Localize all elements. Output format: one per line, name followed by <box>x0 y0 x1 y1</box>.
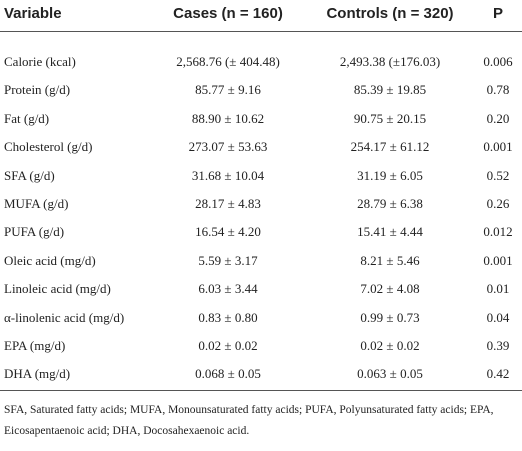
table-cell: 2,493.38 (±176.03) <box>339 54 441 69</box>
table-cell: 0.04 <box>486 309 510 325</box>
table-cell: 0.006 <box>483 54 513 69</box>
table-cell: 31.68 ± 10.04 <box>191 167 265 183</box>
table-cell: 0.99 ± 0.73 <box>360 309 420 325</box>
table-cell: 0.39 <box>486 338 510 353</box>
table-cell: 16.54 ± 4.20 <box>195 224 261 240</box>
table-cell: 0.001 <box>483 139 513 155</box>
table-cell: 28.17 ± 4.83 <box>195 196 261 211</box>
table-cell: 2,568.76 (± 404.48) <box>176 54 280 69</box>
table-cell: 0.83 ± 0.80 <box>198 309 258 325</box>
table-cell: 0.063 ± 0.05 <box>357 366 423 382</box>
table-cell: 28.79 ± 6.38 <box>357 196 423 211</box>
table-cell: 0.012 <box>483 224 513 240</box>
table-cell: 0.001 <box>483 252 513 268</box>
table-cell: 88.90 ± 10.62 <box>191 110 265 126</box>
table-cell: 8.21 ± 5.46 <box>360 252 420 268</box>
table-cell: 85.77 ± 9.16 <box>195 82 261 98</box>
table-cell: 7.02 ± 4.08 <box>360 281 420 297</box>
bottom-rule <box>0 390 522 391</box>
table-cell: 0.02 ± 0.02 <box>360 338 420 353</box>
header-cell: Controls (n = 320) <box>326 5 454 22</box>
table-cell: 0.068 ± 0.05 <box>195 366 261 382</box>
table-cell: Fat (g/d) <box>4 110 50 126</box>
table-cell: 90.75 ± 20.15 <box>353 110 427 126</box>
header-cell: P <box>492 5 504 22</box>
header-cell: Variable <box>4 5 62 22</box>
table-cell: 6.03 ± 3.44 <box>198 281 258 297</box>
table-cell: PUFA (g/d) <box>4 224 65 240</box>
table-cell: 0.52 <box>486 167 510 183</box>
table-cell: 0.42 <box>486 366 510 382</box>
table-cell: 0.26 <box>486 196 510 211</box>
table-cell: SFA (g/d) <box>4 167 55 183</box>
table-cell: EPA (mg/d) <box>4 338 66 353</box>
table-cell: DHA (mg/d) <box>4 366 71 382</box>
table-cell: Cholesterol (g/d) <box>4 139 93 155</box>
table-cell: 273.07 ± 53.63 <box>188 139 268 155</box>
header-rule <box>0 31 522 32</box>
table-cell: 0.20 <box>486 110 510 126</box>
table-cell: 5.59 ± 3.17 <box>198 252 258 268</box>
table-cell: 31.19 ± 6.05 <box>357 167 423 183</box>
table-cell: Oleic acid (mg/d) <box>4 252 96 268</box>
table-cell: 0.02 ± 0.02 <box>198 338 258 353</box>
table-cell: Linoleic acid (mg/d) <box>4 281 111 297</box>
table-cell: 85.39 ± 19.85 <box>353 82 427 98</box>
table-cell: Calorie (kcal) <box>4 54 76 69</box>
table-cell: MUFA (g/d) <box>4 196 69 211</box>
table-cell: 0.01 <box>486 281 510 297</box>
table-cell: 15.41 ± 4.44 <box>357 224 423 240</box>
header-cell: Cases (n = 160) <box>173 5 283 22</box>
table-cell: Protein (g/d) <box>4 82 71 98</box>
table-cell: 254.17 ± 61.12 <box>350 139 430 155</box>
table-cell: α-linolenic acid (mg/d) <box>4 309 125 325</box>
footnote: SFA, Saturated fatty acids; MUFA, Monoun… <box>4 404 494 437</box>
table-cell: 0.78 <box>486 82 510 98</box>
